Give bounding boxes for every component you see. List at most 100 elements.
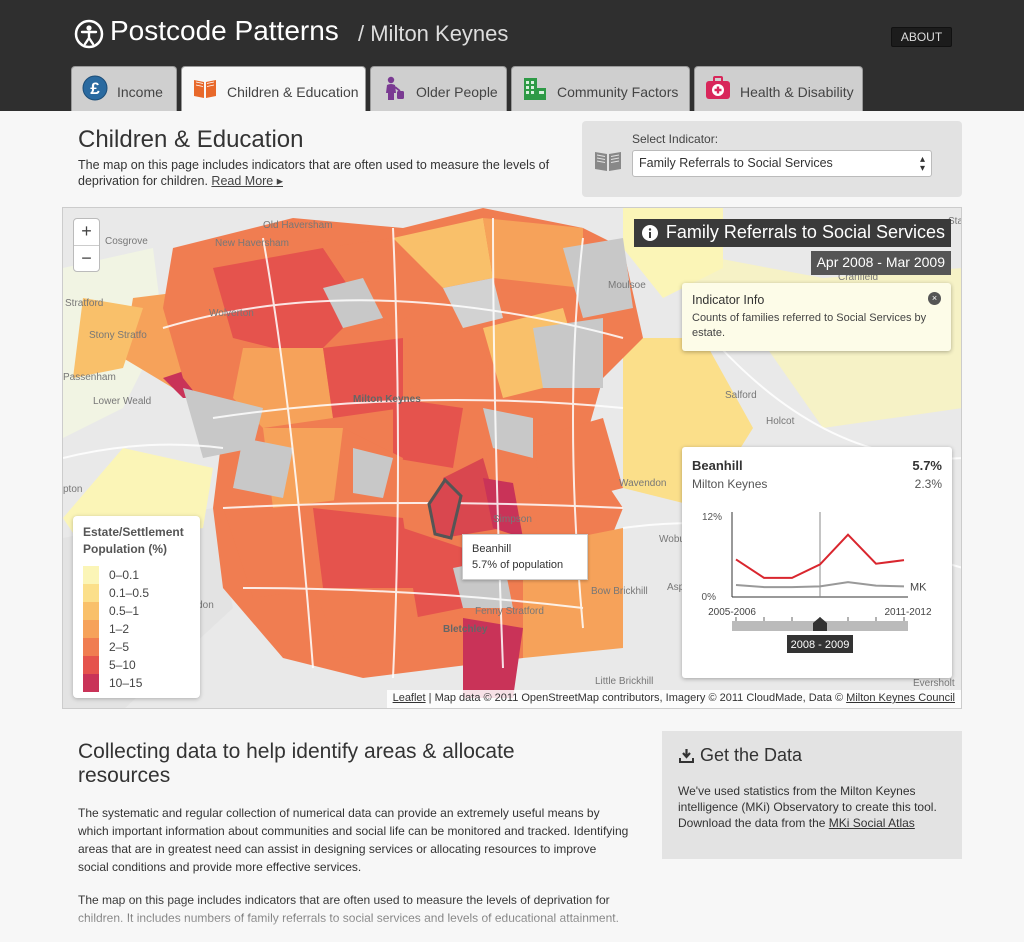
section-paragraph: The systematic and regular collection of… [78,806,629,874]
selected-year: 2008 - 2009 [791,639,850,651]
legend-item: 2–5 [83,638,190,656]
svg-text:Little Brickhill: Little Brickhill [595,676,653,687]
select-arrows-icon: ▴ ▾ [919,154,925,174]
zoom-in-button[interactable]: + [81,221,92,241]
tooltip-area: Beanhill [472,543,512,555]
svg-text:Fenny Stratford: Fenny Stratford [475,606,544,617]
svg-text:pton: pton [63,484,82,495]
legend-swatch [83,674,99,692]
svg-text:Lower Weald: Lower Weald [93,396,151,407]
series-line-beanhill [735,533,905,579]
legend-label: 0–0.1 [109,568,140,582]
svg-text:Wavendon: Wavendon [619,478,666,489]
about-button[interactable]: ABOUT [891,27,952,47]
svg-text:Holcot: Holcot [766,416,795,427]
get-data-title: Get the Data [700,745,803,765]
legend-swatch [83,602,99,620]
content-fade [0,900,1024,942]
y-min-label: 0% [702,592,717,603]
map[interactable]: Old Haversham Cosgrove New Haversham Str… [62,207,962,709]
svg-text:Cranfield: Cranfield [838,272,878,283]
tab-label: Income [117,84,163,100]
book-icon [194,80,216,98]
legend-swatch [83,638,99,656]
legend-label: 10–15 [109,676,143,690]
logo-icon [74,19,104,49]
svg-text:Salford: Salford [725,390,757,401]
select-indicator-label: Select Indicator: [632,132,719,146]
map-attribution: Leaflet | Map data © 2011 OpenStreetMap … [386,690,961,708]
tab-health-disability[interactable]: Health & Disability [694,66,863,111]
legend-item: 0.5–1 [83,602,190,620]
council-link[interactable]: Milton Keynes Council [846,692,955,704]
legend-label: 1–2 [109,622,130,636]
tab-label: Health & Disability [740,84,854,100]
legend-item: 1–2 [83,620,190,638]
indicator-info-text: Counts of families referred to Social Se… [692,312,927,339]
svg-text:Stratford: Stratford [65,298,103,309]
legend-item: 0.1–0.5 [83,584,190,602]
tab-label: Children & Education [227,84,359,100]
svg-text:Cosgrove: Cosgrove [105,236,148,247]
legend-item: 10–15 [83,674,190,692]
detail-region-value: 2.3% [914,477,942,491]
legend-title: Estate/Settlement Population (%) [83,525,184,556]
trend-chart: 12% 0% MK 2005-2006 2011-2012 2008 - 200… [702,512,932,653]
map-title: Family Referrals to Social Services [633,219,951,247]
legend-item: 0–0.1 [83,566,190,584]
y-max-label: 12% [702,512,722,523]
svg-text:Bow Brickhill: Bow Brickhill [591,586,648,597]
info-icon [641,225,658,241]
legend-item: 5–10 [83,656,190,674]
section-title: Collecting data to help identify areas &… [78,740,515,787]
svg-text:Moulsoe: Moulsoe [608,280,646,291]
buildings-icon [524,78,546,100]
selected-indicator: Family Referrals to Social Services [639,156,833,170]
series-label-mk: MK [910,581,927,593]
tab-community-factors[interactable]: Community Factors [511,66,690,111]
leaflet-link[interactable]: Leaflet [392,692,426,704]
tab-older-people[interactable]: Older People [370,66,507,111]
svg-text:Wolverton: Wolverton [209,308,254,319]
mki-social-atlas-link[interactable]: MKi Social Atlas [828,816,915,830]
legend-swatch [83,620,99,638]
close-icon[interactable]: × [928,292,941,305]
pound-icon: £ [82,75,108,101]
svg-text:New Haversham: New Haversham [215,238,289,249]
get-data-text: We've used statistics from the Milton Ke… [678,784,937,830]
svg-text:Passenham: Passenham [63,372,116,383]
svg-text:Old Haversham: Old Haversham [263,220,332,231]
svg-text:£: £ [90,79,100,98]
svg-text:Eversholt: Eversholt [913,678,955,689]
svg-text:Milton Keynes: Milton Keynes [353,394,421,405]
indicator-info-box: Indicator Info Counts of families referr… [682,283,951,351]
year-slider-handle[interactable] [813,617,827,631]
svg-text:Stanton: Stanton [948,216,962,227]
indicator-select-panel: Select Indicator: Family Referrals to So… [582,121,962,197]
legend-label: 2–5 [109,640,130,654]
x-start-label: 2005-2006 [708,607,756,618]
map-title-text: Family Referrals to Social Services [665,222,945,242]
older-people-icon [386,76,404,100]
legend-swatch [83,566,99,584]
legend-label: 0.5–1 [109,604,140,618]
tab-children-education[interactable]: Children & Education [181,66,366,111]
tab-income[interactable]: £ Income [71,66,177,111]
page-title: Children & Education [78,126,304,153]
area-detail-panel: Beanhill 5.7% Milton Keynes 2.3% 12% 0% … [682,447,952,678]
zoom-out-button[interactable]: − [74,245,99,271]
legend: Estate/Settlement Population (%) 0–0.1 0.… [73,516,200,698]
intro-description: The map on this page includes indicators… [78,158,550,188]
app-title: Postcode Patterns [110,15,339,46]
indicator-select[interactable]: Family Referrals to Social Services ▴ ▾ [632,150,932,177]
tab-label: Community Factors [557,84,679,100]
tab-label: Older People [416,84,498,100]
book-icon [595,152,621,171]
detail-area-name: Beanhill [692,458,743,473]
read-more-link[interactable]: Read More ▸ [211,174,284,188]
svg-text:Bletchley: Bletchley [443,624,488,635]
detail-area-value: 5.7% [912,458,942,473]
first-aid-icon [706,76,730,99]
year-badge-bg [787,635,853,653]
legend-label: 5–10 [109,658,136,672]
